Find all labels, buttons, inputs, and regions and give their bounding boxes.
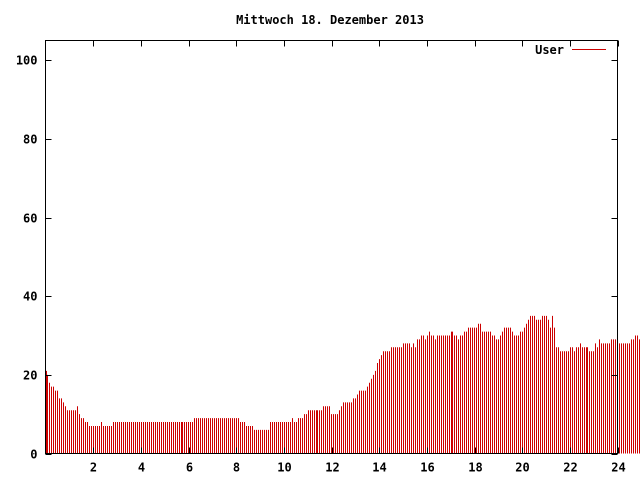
x-tick-label: 12 [325,461,339,475]
x-tick-label: 20 [515,461,529,475]
x-tick-label: 6 [186,461,193,475]
x-tick-label: 24 [611,461,625,475]
x-tick-label: 14 [372,461,386,475]
y-tick-label: 20 [23,369,37,383]
y-axis: 0 20 40 60 80 100 [16,54,618,462]
x-tick-label: 4 [138,461,145,475]
chart-title: Mittwoch 18. Dezember 2013 [236,13,424,27]
bars-layer [47,312,640,454]
plot-frame [46,41,618,454]
y-tick-label: 100 [16,54,38,68]
x-tick-label: 2 [90,461,97,475]
x-tick-label: 10 [277,461,291,475]
legend-label: User [535,43,564,57]
x-tick-label: 18 [468,461,482,475]
x-tick-label: 8 [233,461,240,475]
y-tick-label: 80 [23,133,37,147]
x-tick-label: 16 [420,461,434,475]
x-tick-label: 22 [563,461,577,475]
y-tick-label: 60 [23,212,37,226]
y-tick-label: 40 [23,290,37,304]
y-tick-label: 0 [30,448,37,462]
